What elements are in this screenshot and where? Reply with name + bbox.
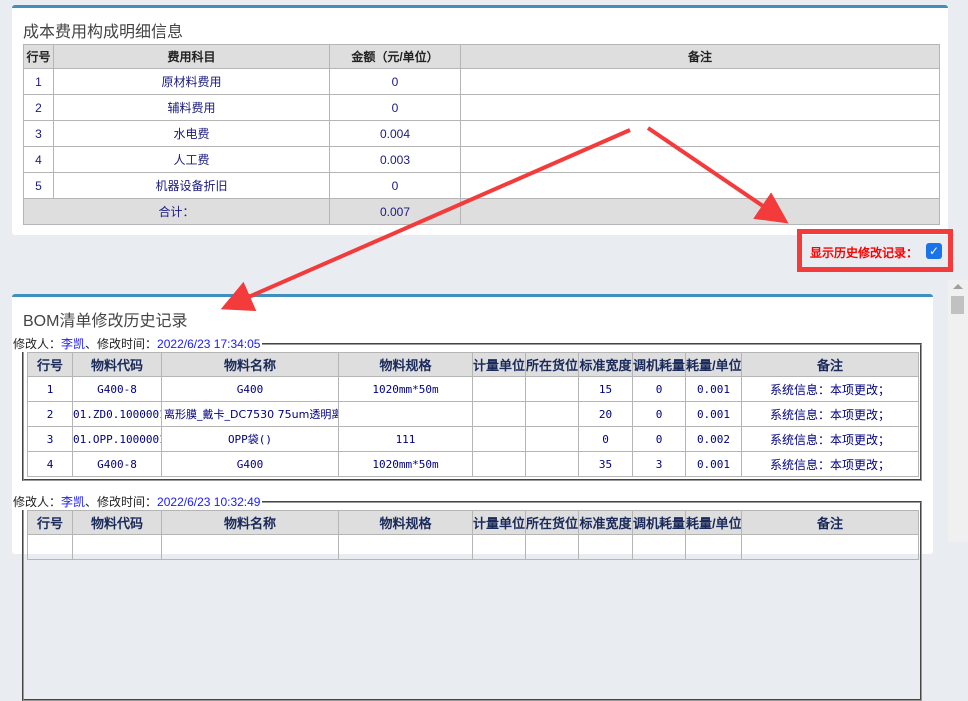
bom-history-panel: BOM清单修改历史记录 行号 物料代码 物料名称 物料规格 计量单位 所在货位 标准宽度 调机… xyxy=(12,294,933,701)
cell: G400-8 xyxy=(72,376,162,402)
cell xyxy=(472,401,526,427)
total-label: 合计： xyxy=(23,198,330,225)
annotation-arrows xyxy=(220,126,789,312)
cell-item: 机器设备折旧 xyxy=(53,172,330,199)
time-label: 、修改时间： xyxy=(85,495,158,509)
modifier-label: 修改人： xyxy=(13,337,62,351)
header-cell: 行号 xyxy=(27,510,73,535)
header-cell: 所在货位 xyxy=(525,510,579,535)
page-title: 成本费用构成明细信息 xyxy=(23,24,184,41)
table-row: 4 G400-8 G400 1020mm*50m 35 3 0.001 系统信息：本项更改； xyxy=(27,451,919,477)
header-cell: 备注 xyxy=(741,510,919,535)
bom-table: 行号 物料代码 物料名称 物料规格 计量单位 所在货位 标准宽度 调机耗量 耗量/单位 备注 1 G4… xyxy=(27,352,919,477)
modifier-label: 修改人： xyxy=(13,495,62,509)
cell-item: 水电费 xyxy=(53,120,330,147)
cell-item: 原材料费用 xyxy=(53,68,330,95)
cell: 01.OPP.1000001 xyxy=(72,426,162,452)
header-cell: 所在货位 xyxy=(525,352,579,377)
cell-amount: 0 xyxy=(329,68,461,95)
cell: 111 xyxy=(338,426,473,452)
header-cell: 调机耗量 xyxy=(632,510,686,535)
cell: OPP袋() xyxy=(161,426,339,452)
cell: 01.ZD0.1000001 xyxy=(72,401,162,427)
total-note xyxy=(460,198,940,225)
header-note: 备注 xyxy=(460,44,940,69)
cell xyxy=(525,401,579,427)
table-row: 3 水电费 0.004 xyxy=(23,120,940,147)
cell: 1020mm*50m xyxy=(338,376,473,402)
scroll-up-icon[interactable] xyxy=(953,284,963,289)
cell: 35 xyxy=(578,451,633,477)
show-history-checkbox[interactable]: ✓ xyxy=(926,243,942,259)
total-amount: 0.007 xyxy=(329,198,461,225)
modified-time: 2022/6/23 10:32:49 xyxy=(157,495,261,509)
header-cell: 物料代码 xyxy=(72,352,162,377)
cell xyxy=(338,401,473,427)
cell: G400 xyxy=(161,451,339,477)
cell-no: 3 xyxy=(23,120,54,147)
record-legend: 修改人：李凯、修改时间：2022/6/23 17:34:05 xyxy=(13,335,263,352)
scrollbar-thumb[interactable] xyxy=(951,296,964,314)
table-row: 1 G400-8 G400 1020mm*50m 15 0 0.001 系统信息：本项更改； xyxy=(27,376,919,402)
check-icon: ✓ xyxy=(928,244,940,258)
modifier: 李凯 xyxy=(61,495,86,509)
cell: 系统信息：本项更改； xyxy=(741,451,919,477)
header-cell: 标准宽度 xyxy=(578,510,633,535)
header-amount: 金额（元/单位） xyxy=(329,44,461,69)
cell xyxy=(525,451,579,477)
table-row: 3 01.OPP.1000001 OPP袋() 111 0 0 0.002 系统信息：本项更改… xyxy=(27,426,919,452)
table-row: 1 原材料费用 0 xyxy=(23,68,940,95)
record-legend: 修改人：李凯、修改时间：2022/6/23 10:32:49 xyxy=(13,493,263,510)
header-cell: 物料代码 xyxy=(72,510,162,535)
cell-no: 1 xyxy=(23,68,54,95)
time-label: 、修改时间： xyxy=(85,337,158,351)
header-cell: 物料名称 xyxy=(161,352,339,377)
header-cell: 物料规格 xyxy=(338,352,473,377)
cell-amount: 0.003 xyxy=(329,146,461,173)
bom-history-title: BOM清单修改历史记录 xyxy=(23,313,188,330)
header-no: 行号 xyxy=(23,44,54,69)
cell: 15 xyxy=(578,376,633,402)
modified-time: 2022/6/23 17:34:05 xyxy=(157,337,261,351)
cell-note xyxy=(460,68,940,95)
cost-panel: 成本费用构成明细信息 行号 费用科目 金额（元/单位） 备注 1 原材料费用 0 2 辅… xyxy=(12,5,948,235)
arrow-to-checkbox xyxy=(646,126,789,224)
cell-item: 辅料费用 xyxy=(53,94,330,121)
header-cell: 计量单位 xyxy=(472,510,526,535)
show-history-label: 显示历史修改记录： xyxy=(809,246,918,260)
header-cell: 计量单位 xyxy=(472,352,526,377)
header-cell: 调机耗量 xyxy=(632,352,686,377)
history-record xyxy=(22,343,922,481)
scrollbar[interactable] xyxy=(948,280,968,542)
header-cell: 标准宽度 xyxy=(578,352,633,377)
cell: 0.001 xyxy=(685,451,742,477)
cell-item: 人工费 xyxy=(53,146,330,173)
header-cell: 耗量/单位 xyxy=(685,352,742,377)
header-cell: 备注 xyxy=(741,352,919,377)
show-history-toggle[interactable]: 显示历史修改记录： ✓ xyxy=(797,229,953,272)
arrow-to-history xyxy=(220,128,631,312)
header-cell: 物料名称 xyxy=(161,510,339,535)
modifier: 李凯 xyxy=(61,337,86,351)
cell: 0.002 xyxy=(685,426,742,452)
cell: 0 xyxy=(632,426,686,452)
header-item: 费用科目 xyxy=(53,44,330,69)
cell: 3 xyxy=(632,451,686,477)
table-row: 4 人工费 0.003 xyxy=(23,146,940,173)
cell: 离形膜_戴卡_DC7530 75um透明离 xyxy=(161,401,339,427)
cell: 0.001 xyxy=(685,401,742,427)
cost-table: 行号 费用科目 金额（元/单位） 备注 1 原材料费用 0 2 辅料费用 0 3 水电费 0.0… xyxy=(23,44,940,225)
cell: 4 xyxy=(27,451,73,477)
cell: 系统信息：本项更改； xyxy=(741,376,919,402)
total-row: 合计： 0.007 xyxy=(23,198,940,225)
cell: G400-8 xyxy=(72,451,162,477)
table-row: 2 01.ZD0.1000001 离形膜_戴卡_DC7530 75um透明离 20 0 0… xyxy=(27,401,919,427)
